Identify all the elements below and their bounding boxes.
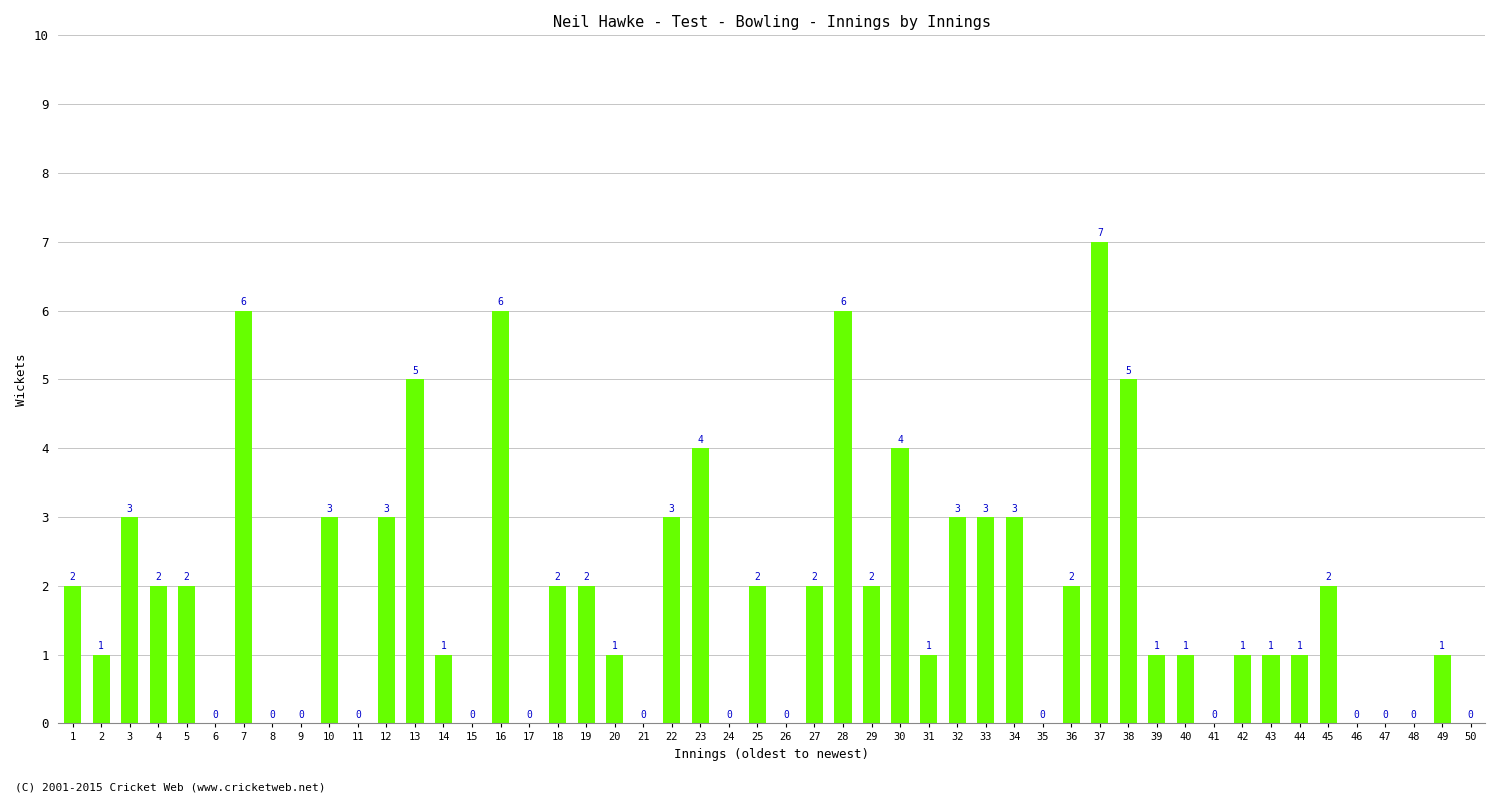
- Text: 2: 2: [1068, 572, 1074, 582]
- Bar: [321, 517, 338, 723]
- Text: 1: 1: [1239, 641, 1245, 651]
- Text: 7: 7: [1096, 228, 1102, 238]
- Bar: [1005, 517, 1023, 723]
- Bar: [492, 310, 508, 723]
- Text: 2: 2: [555, 572, 561, 582]
- Text: 2: 2: [154, 572, 160, 582]
- Bar: [122, 517, 138, 723]
- Bar: [663, 517, 681, 723]
- Bar: [150, 586, 166, 723]
- Y-axis label: Wickets: Wickets: [15, 353, 28, 406]
- Title: Neil Hawke - Test - Bowling - Innings by Innings: Neil Hawke - Test - Bowling - Innings by…: [552, 15, 990, 30]
- Bar: [1234, 654, 1251, 723]
- Bar: [976, 517, 994, 723]
- Bar: [549, 586, 566, 723]
- Text: 0: 0: [640, 710, 646, 720]
- Text: 0: 0: [298, 710, 304, 720]
- Text: 4: 4: [698, 434, 703, 445]
- Text: 0: 0: [726, 710, 732, 720]
- Text: 0: 0: [1410, 710, 1416, 720]
- Text: 6: 6: [840, 297, 846, 307]
- Text: 0: 0: [1382, 710, 1388, 720]
- Bar: [406, 379, 423, 723]
- Text: 1: 1: [1440, 641, 1444, 651]
- Bar: [1292, 654, 1308, 723]
- Bar: [806, 586, 824, 723]
- Text: 1: 1: [926, 641, 932, 651]
- Text: 0: 0: [1468, 710, 1473, 720]
- Text: 3: 3: [126, 503, 132, 514]
- Text: 2: 2: [69, 572, 75, 582]
- Text: 1: 1: [1296, 641, 1302, 651]
- Bar: [891, 448, 909, 723]
- Bar: [1062, 586, 1080, 723]
- Text: 3: 3: [384, 503, 390, 514]
- Text: 0: 0: [526, 710, 532, 720]
- Bar: [435, 654, 451, 723]
- Text: 2: 2: [183, 572, 189, 582]
- Bar: [606, 654, 624, 723]
- Bar: [948, 517, 966, 723]
- Text: 5: 5: [1125, 366, 1131, 376]
- Bar: [692, 448, 709, 723]
- Text: 0: 0: [470, 710, 476, 720]
- Text: 3: 3: [954, 503, 960, 514]
- Text: 0: 0: [1040, 710, 1046, 720]
- Bar: [748, 586, 766, 723]
- Text: 2: 2: [584, 572, 590, 582]
- Bar: [93, 654, 110, 723]
- Bar: [1090, 242, 1108, 723]
- Text: 0: 0: [213, 710, 217, 720]
- Bar: [1120, 379, 1137, 723]
- Bar: [1263, 654, 1280, 723]
- Bar: [920, 654, 938, 723]
- Text: 1: 1: [1268, 641, 1274, 651]
- Bar: [64, 586, 81, 723]
- Text: 6: 6: [242, 297, 246, 307]
- X-axis label: Innings (oldest to newest): Innings (oldest to newest): [674, 748, 868, 761]
- Bar: [1434, 654, 1450, 723]
- Text: 2: 2: [754, 572, 760, 582]
- Text: 0: 0: [1210, 710, 1216, 720]
- Bar: [178, 586, 195, 723]
- Text: 0: 0: [783, 710, 789, 720]
- Text: 0: 0: [270, 710, 274, 720]
- Text: 4: 4: [897, 434, 903, 445]
- Text: 0: 0: [356, 710, 362, 720]
- Bar: [236, 310, 252, 723]
- Text: 2: 2: [812, 572, 818, 582]
- Text: 1: 1: [1154, 641, 1160, 651]
- Bar: [1320, 586, 1336, 723]
- Text: 2: 2: [868, 572, 874, 582]
- Text: 1: 1: [98, 641, 104, 651]
- Text: (C) 2001-2015 Cricket Web (www.cricketweb.net): (C) 2001-2015 Cricket Web (www.cricketwe…: [15, 782, 326, 792]
- Text: 2: 2: [1324, 572, 1330, 582]
- Text: 3: 3: [982, 503, 988, 514]
- Bar: [1178, 654, 1194, 723]
- Bar: [578, 586, 594, 723]
- Text: 3: 3: [327, 503, 333, 514]
- Text: 6: 6: [498, 297, 504, 307]
- Text: 0: 0: [1353, 710, 1359, 720]
- Text: 3: 3: [1011, 503, 1017, 514]
- Bar: [834, 310, 852, 723]
- Text: 5: 5: [413, 366, 419, 376]
- Bar: [862, 586, 880, 723]
- Text: 3: 3: [669, 503, 675, 514]
- Text: 1: 1: [1182, 641, 1188, 651]
- Text: 1: 1: [612, 641, 618, 651]
- Bar: [1149, 654, 1166, 723]
- Bar: [378, 517, 394, 723]
- Text: 1: 1: [441, 641, 447, 651]
